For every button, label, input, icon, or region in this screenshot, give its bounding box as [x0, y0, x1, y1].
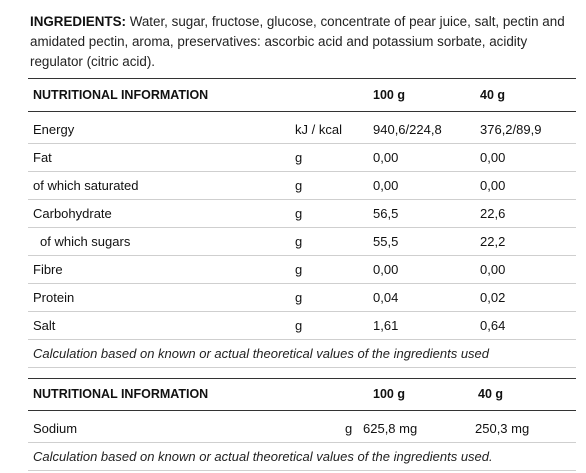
nutrient-name-sugars: of which sugars [40, 234, 131, 249]
nutrient-40g-fibre: 0,00 [480, 262, 506, 277]
row-divider [28, 339, 576, 340]
nutrient-name-carbohydrate: Carbohydrate [33, 206, 112, 221]
nutrient-name-salt: Salt [33, 318, 56, 333]
nutrient-100g-sugars: 55,5 [373, 234, 399, 249]
nutrient-40g-protein: 0,02 [480, 290, 506, 305]
table1-header-title: NUTRITIONAL INFORMATION [33, 88, 209, 102]
table2-header-title: NUTRITIONAL INFORMATION [33, 387, 209, 401]
ingredients-text: Water, sugar, fructose, glucose, concent… [30, 14, 565, 69]
ingredients-label: INGREDIENTS: [30, 14, 126, 29]
nutrient-40g-sodium: 250,3 mg [475, 421, 530, 436]
nutrient-name-sodium: Sodium [33, 421, 78, 436]
row-divider [28, 255, 576, 256]
nutrient-unit-sodium: g [345, 421, 353, 436]
table1-bottom-rule [28, 367, 576, 368]
row-divider [28, 442, 576, 443]
table1-top-rule [28, 78, 576, 79]
table1-calculation-note: Calculation based on known or actual the… [33, 346, 490, 361]
nutrient-unit-saturated: g [295, 178, 303, 193]
table2-header-40g: 40 g [478, 387, 504, 401]
table2-calculation-note: Calculation based on known or actual the… [33, 449, 493, 464]
table1-header-rule [28, 111, 576, 112]
nutrient-unit-fibre: g [295, 262, 303, 277]
nutrient-unit-carbohydrate: g [295, 206, 303, 221]
row-divider [28, 283, 576, 284]
nutrient-name-saturated: of which saturated [33, 178, 139, 193]
nutrient-40g-sugars: 22,2 [480, 234, 506, 249]
table1-header-40g: 40 g [480, 88, 506, 102]
nutrient-name-protein: Protein [33, 290, 75, 305]
nutrient-name-energy: Energy [33, 122, 75, 137]
nutrient-40g-salt: 0,64 [480, 318, 506, 333]
nutrient-100g-fat: 0,00 [373, 150, 399, 165]
row-divider [28, 199, 576, 200]
table2-header-100g: 100 g [373, 387, 405, 401]
row-divider [28, 311, 576, 312]
nutrient-unit-sugars: g [295, 234, 303, 249]
nutrient-100g-protein: 0,04 [373, 290, 399, 305]
nutrient-unit-salt: g [295, 318, 303, 333]
table2-bottom-rule [28, 470, 576, 471]
nutrient-100g-saturated: 0,00 [373, 178, 399, 193]
nutrient-100g-salt: 1,61 [373, 318, 399, 333]
nutrient-name-fat: Fat [33, 150, 52, 165]
nutrient-100g-energy: 940,6/224,8 [373, 122, 442, 137]
nutrient-unit-energy: kJ / kcal [295, 122, 342, 137]
nutrient-100g-fibre: 0,00 [373, 262, 399, 277]
nutrient-40g-saturated: 0,00 [480, 178, 506, 193]
nutrient-unit-protein: g [295, 290, 303, 305]
nutrient-40g-carbohydrate: 22,6 [480, 206, 506, 221]
row-divider [28, 171, 576, 172]
table1-header-100g: 100 g [373, 88, 405, 102]
table2-header-rule [28, 410, 576, 411]
row-divider [28, 143, 576, 144]
nutrient-40g-energy: 376,2/89,9 [480, 122, 542, 137]
nutrient-name-fibre: Fibre [33, 262, 63, 277]
nutrient-unit-fat: g [295, 150, 303, 165]
nutrient-100g-carbohydrate: 56,5 [373, 206, 399, 221]
table2-top-rule [28, 378, 576, 379]
row-divider [28, 227, 576, 228]
nutrient-40g-fat: 0,00 [480, 150, 506, 165]
nutrient-100g-sodium: 625,8 mg [363, 421, 418, 436]
ingredients-paragraph: INGREDIENTS: Water, sugar, fructose, glu… [30, 12, 578, 72]
